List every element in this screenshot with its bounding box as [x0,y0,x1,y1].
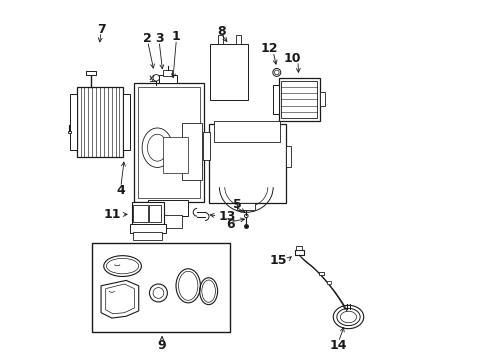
Text: 13: 13 [218,210,236,223]
Bar [133,232,162,240]
Text: 12: 12 [260,42,277,55]
Text: 8: 8 [217,25,225,38]
Bar [131,202,163,225]
Bar [208,125,285,203]
Bar [281,81,316,118]
Bar [67,131,71,134]
Text: 6: 6 [225,218,234,231]
Text: 7: 7 [97,23,105,36]
Bar [214,121,280,142]
Bar [326,281,330,284]
Bar [163,69,172,76]
Bar [85,71,96,75]
Bar [122,94,129,149]
Bar [285,146,290,167]
Bar [203,132,210,160]
Bar [214,49,244,96]
Bar [217,36,222,44]
Text: 5: 5 [233,198,241,211]
Bar [163,137,187,173]
Bar [134,83,203,202]
Text: 1: 1 [172,30,181,43]
Text: 10: 10 [283,51,300,64]
Bar [159,75,177,83]
Text: 11: 11 [103,208,121,221]
Bar [149,205,161,222]
Text: 14: 14 [329,339,346,352]
Bar [278,78,319,121]
Bar [70,94,77,149]
Bar [92,243,230,332]
Bar [133,205,147,222]
Text: 15: 15 [269,254,286,267]
Text: 2: 2 [143,32,152,45]
Bar [153,215,182,228]
Bar [237,203,255,210]
Text: 9: 9 [158,339,166,352]
Text: 3: 3 [155,32,163,45]
Bar [296,246,302,250]
Bar [148,200,187,216]
Bar [210,44,247,100]
Bar [235,36,241,44]
Bar [273,85,278,114]
Text: 4: 4 [116,184,125,197]
Bar [182,123,202,180]
Bar [77,87,123,157]
Bar [294,250,303,255]
Bar [129,225,165,233]
Bar [319,272,324,275]
Bar [137,87,200,198]
Bar [319,92,325,107]
